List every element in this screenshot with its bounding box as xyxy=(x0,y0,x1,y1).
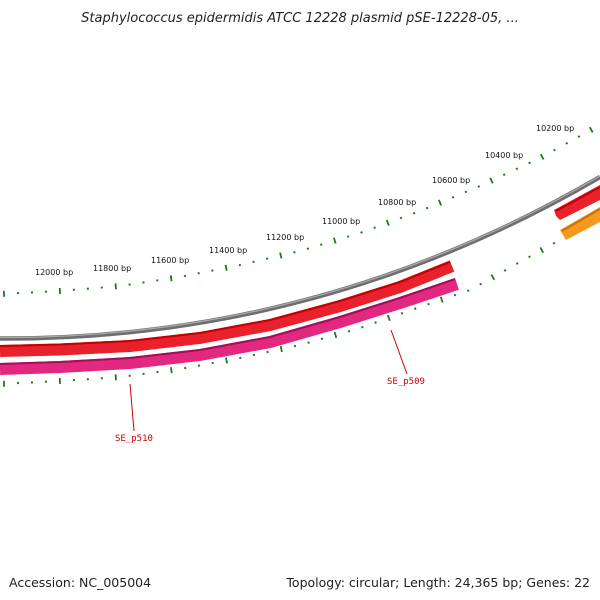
major-tick xyxy=(279,252,283,259)
major-tick xyxy=(279,345,283,353)
minor-tick xyxy=(399,216,403,220)
minor-tick xyxy=(425,206,429,210)
minor-tick xyxy=(466,289,470,292)
accession-text: Accession: NC_005004 xyxy=(9,575,152,590)
minor-tick xyxy=(528,255,531,259)
minor-tick xyxy=(307,341,310,344)
minor-tick xyxy=(515,167,519,171)
minor-tick xyxy=(412,211,416,215)
tick-label-11600: 11600 bp xyxy=(151,256,189,265)
minor-tick xyxy=(502,173,506,177)
minor-tick xyxy=(320,243,323,246)
minor-tick xyxy=(552,241,556,245)
gene-arc-right-orange-shade xyxy=(561,208,600,232)
topology-summary: Topology: circular; Length: 24,365 bp; G… xyxy=(286,575,590,590)
minor-tick xyxy=(346,235,350,238)
major-tick xyxy=(489,177,494,184)
label-line-se-p509 xyxy=(390,329,408,375)
major-tick xyxy=(170,367,173,374)
major-tick xyxy=(490,274,496,281)
minor-tick xyxy=(453,293,457,297)
major-tick xyxy=(333,331,338,339)
minor-tick xyxy=(515,262,519,265)
tick-label-10200: 10200 bp xyxy=(536,124,574,133)
label-line-se-p510 xyxy=(129,383,135,432)
major-tick xyxy=(539,246,544,254)
gene-arc-se-p509[interactable] xyxy=(0,260,455,357)
major-tick xyxy=(385,219,390,226)
minor-tick xyxy=(373,226,376,229)
gene-arc-se-p509-shade xyxy=(0,261,451,347)
minor-tick xyxy=(413,307,417,310)
minor-tick xyxy=(477,185,481,188)
gene-arc-se-p510[interactable] xyxy=(0,278,459,375)
gene-arc-se-p510-shade xyxy=(0,278,456,365)
major-tick xyxy=(225,357,228,364)
major-tick xyxy=(539,153,545,160)
minor-tick xyxy=(464,190,468,194)
gene-label-se-p510: SE_p510 xyxy=(115,434,153,444)
backbone-arc-highlight xyxy=(0,175,600,339)
outer-scale-labels: 10200 bp 10400 bp 10600 bp 10800 bp 1100… xyxy=(35,124,574,277)
tick-label-12000: 12000 bp xyxy=(35,268,73,277)
minor-tick xyxy=(361,325,364,329)
minor-tick xyxy=(553,148,556,152)
tick-label-10600: 10600 bp xyxy=(432,176,470,185)
tick-label-10800: 10800 bp xyxy=(378,198,416,207)
tick-label-11200: 11200 bp xyxy=(266,233,304,242)
major-tick xyxy=(169,275,173,282)
minor-tick xyxy=(347,329,351,333)
minor-tick xyxy=(306,247,310,250)
minor-tick xyxy=(400,312,404,315)
minor-tick xyxy=(479,282,482,286)
tick-label-10400: 10400 bp xyxy=(485,151,523,160)
tick-label-11000: 11000 bp xyxy=(322,217,360,226)
gene-label-se-p509: SE_p509 xyxy=(387,377,425,387)
tick-label-11800: 11800 bp xyxy=(93,264,131,273)
map-title: Staphylococcus epidermidis ATCC 12228 pl… xyxy=(81,11,519,26)
major-tick xyxy=(589,126,594,133)
minor-tick xyxy=(528,161,531,165)
minor-tick xyxy=(320,337,324,341)
backbone-arc xyxy=(0,175,600,341)
minor-tick xyxy=(565,141,569,145)
major-tick xyxy=(332,237,337,244)
tick-label-11400: 11400 bp xyxy=(209,246,247,255)
minor-tick xyxy=(427,302,430,306)
minor-tick xyxy=(374,321,377,324)
gene-arc-right-red-shade xyxy=(555,186,600,212)
minor-tick xyxy=(451,195,455,199)
major-tick xyxy=(386,314,391,322)
major-tick xyxy=(439,296,444,303)
major-tick xyxy=(224,264,228,271)
major-tick xyxy=(438,199,443,206)
minor-tick xyxy=(577,135,581,138)
outer-scale-ticks xyxy=(2,126,594,297)
inner-scale-ticks xyxy=(2,241,556,387)
minor-tick xyxy=(360,231,363,234)
minor-tick xyxy=(503,269,507,272)
